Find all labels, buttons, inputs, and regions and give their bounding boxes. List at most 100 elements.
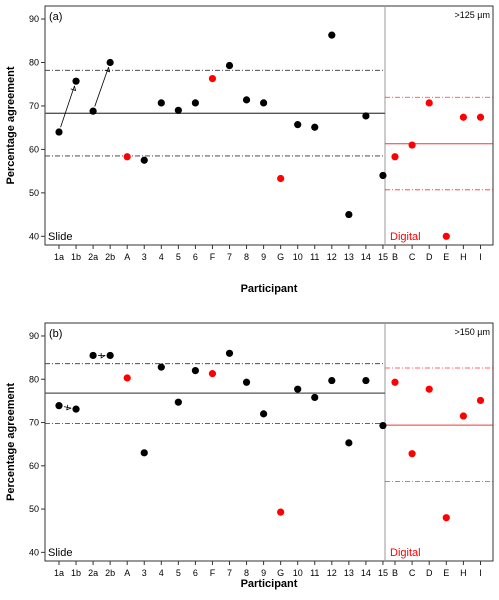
slide-point: [191, 367, 199, 375]
x-tick-label: 12: [327, 568, 337, 578]
slide-point: [89, 107, 97, 115]
x-tick-label: 15: [378, 252, 388, 262]
x-tick-label: 14: [361, 568, 371, 578]
x-tick-label: 2a: [88, 252, 98, 262]
slide-point: [328, 376, 336, 385]
x-tick-label: 4: [159, 252, 164, 262]
digital-point: [476, 396, 485, 405]
digital-point: [459, 412, 467, 420]
slide-point: [277, 508, 285, 516]
x-tick-label: 1a: [54, 568, 64, 578]
slide-point: [55, 128, 63, 136]
x-tick-label: H: [460, 568, 467, 578]
slide-region-label: Slide: [48, 547, 72, 559]
x-tick-label: 6: [193, 252, 198, 262]
x-tick-label: 2b: [105, 252, 115, 262]
digital-point: [391, 153, 399, 161]
y-tick-label: 50: [29, 188, 39, 198]
x-axis-title: Participant: [241, 283, 298, 295]
slide-point: [328, 31, 336, 39]
slide-point: [225, 61, 234, 70]
digital-point: [476, 113, 485, 121]
slide-point: [191, 99, 199, 107]
slide-point: [174, 398, 182, 406]
slide-point: [345, 439, 353, 447]
plot-frame: [44, 5, 494, 246]
slide-point: [379, 171, 387, 180]
slide-point: [106, 351, 114, 360]
x-tick-label: 12: [327, 252, 337, 262]
slide-point: [311, 393, 319, 402]
x-tick-label: 9: [261, 252, 266, 262]
y-tick-label: 80: [29, 57, 39, 67]
slide-point: [123, 374, 131, 382]
digital-point: [391, 378, 399, 386]
y-tick-label: 40: [29, 547, 39, 557]
x-tick-label: 15: [378, 568, 388, 578]
y-tick-label: 70: [29, 101, 39, 111]
x-tick-label: A: [124, 568, 130, 578]
slide-point: [72, 77, 80, 85]
x-tick-label: E: [443, 568, 449, 578]
x-tick-label: 11: [310, 252, 319, 262]
x-tick-label: A: [124, 252, 130, 262]
x-tick-label: D: [426, 252, 433, 262]
panel-label: (a): [49, 11, 62, 23]
x-tick-label: C: [409, 568, 416, 578]
x-tick-label: 1a: [54, 252, 64, 262]
y-tick-label: 70: [29, 418, 39, 428]
x-tick-label: H: [460, 252, 467, 262]
x-tick-label: 1b: [71, 568, 81, 578]
slide-point: [242, 378, 251, 386]
digital-region-label: Digital: [390, 231, 421, 243]
digital-region-label: Digital: [390, 547, 421, 559]
y-tick-label: 50: [29, 504, 39, 514]
x-tick-label: 14: [361, 252, 371, 262]
x-tick-label: F: [210, 252, 216, 262]
arrow-head: [100, 352, 106, 359]
slide-point: [89, 351, 97, 360]
y-tick-label: 90: [29, 14, 39, 24]
x-tick-label: 5: [176, 568, 181, 578]
slide-point: [260, 99, 268, 107]
digital-point: [442, 514, 450, 522]
x-tick-label: B: [392, 568, 398, 578]
x-tick-label: B: [392, 252, 398, 262]
x-tick-label: 3: [142, 568, 147, 578]
slide-point: [72, 405, 80, 413]
digital-point: [425, 99, 433, 107]
x-tick-label: G: [277, 252, 284, 262]
x-tick-label: F: [210, 568, 216, 578]
slide-point: [311, 123, 319, 131]
x-tick-label: G: [277, 568, 284, 578]
slide-point: [345, 210, 353, 219]
x-tick-label: 10: [293, 568, 303, 578]
slide-point: [277, 174, 285, 183]
x-tick-label: 6: [193, 568, 198, 578]
slide-point: [260, 410, 268, 418]
x-tick-label: 2a: [88, 568, 98, 578]
digital-point: [425, 385, 433, 393]
slide-point: [362, 112, 370, 120]
slide-point: [208, 74, 217, 83]
slide-point: [242, 96, 251, 104]
y-axis-title: Percentage agreement: [5, 66, 17, 184]
x-tick-label: 13: [344, 252, 354, 262]
arrow-head: [104, 67, 111, 73]
x-tick-label: 8: [244, 568, 249, 578]
x-tick-label: 8: [244, 252, 249, 262]
slide-point: [157, 99, 165, 107]
y-axis-title: Percentage agreement: [5, 383, 17, 501]
x-tick-label: 2b: [105, 568, 115, 578]
digital-point: [408, 450, 416, 458]
threshold-label: >150 µm: [455, 327, 490, 337]
x-tick-label: 10: [293, 252, 303, 262]
x-tick-label: 11: [310, 568, 319, 578]
x-tick-label: 4: [159, 568, 164, 578]
panel-label: (b): [49, 328, 62, 340]
y-tick-label: 80: [29, 374, 39, 384]
x-tick-label: 3: [142, 252, 147, 262]
digital-point: [459, 113, 467, 121]
slide-point: [106, 58, 114, 67]
slide-point: [362, 376, 370, 385]
